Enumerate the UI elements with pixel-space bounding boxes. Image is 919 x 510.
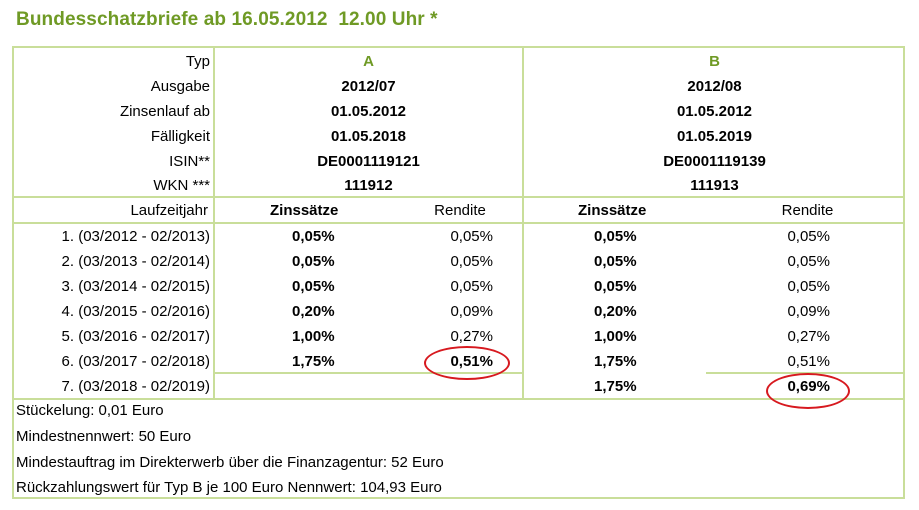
table-row-a-rendite: 0,05% (450, 228, 493, 245)
table-row-laufzeitjahr: 3. (03/2014 - 02/2015) (61, 278, 210, 295)
table-row-b-zinssatz: 0,05% (594, 228, 637, 245)
type-a-value: A (363, 53, 374, 70)
note-line: Rückzahlungswert für Typ B je 100 Euro N… (16, 479, 442, 496)
type-a-value: 111912 (344, 177, 393, 194)
table-row-b-rendite: 0,27% (787, 328, 830, 345)
table-row-b-rendite: 0,05% (787, 253, 830, 270)
table-row-a-rendite: 0,05% (450, 278, 493, 295)
table-row-a-rendite: 0,05% (450, 253, 493, 270)
type-a-value: 2012/07 (341, 78, 396, 95)
column-header-laufzeitjahr: Laufzeitjahr (130, 202, 208, 219)
table-row-a-rendite: 0,09% (450, 303, 493, 320)
page-title: Bundesschatzbriefe ab 16.05.2012 12.00 U… (16, 9, 438, 30)
table-row-b-zinssatz: 1,00% (594, 328, 637, 345)
divider-column-headers (12, 222, 905, 224)
column-header-a-rendite: Rendite (434, 202, 486, 219)
header-label: WKN *** (153, 177, 210, 194)
type-a-value: DE0001119121 (317, 153, 420, 170)
column-header-a-zinssaetze: Zinssätze (270, 202, 339, 219)
bond-table-frame (12, 46, 905, 499)
table-row-laufzeitjahr: 1. (03/2012 - 02/2013) (61, 228, 210, 245)
divider-type-a-end (213, 372, 524, 374)
table-row-laufzeitjahr: 7. (03/2018 - 02/2019) (61, 378, 210, 395)
table-row-laufzeitjahr: 6. (03/2017 - 02/2018) (61, 353, 210, 370)
table-row-a-zinssatz: 1,75% (292, 353, 335, 370)
table-row-a-zinssatz: 1,00% (292, 328, 335, 345)
table-row-laufzeitjahr: 5. (03/2016 - 02/2017) (61, 328, 210, 345)
note-line: Mindestnennwert: 50 Euro (16, 428, 192, 445)
table-row-b-rendite: 0,05% (787, 278, 830, 295)
header-label: ISIN** (169, 153, 210, 170)
table-row-b-zinssatz: 0,05% (594, 253, 637, 270)
table-row-b-rendite: 0,51% (787, 353, 830, 370)
divider-notes (12, 398, 905, 400)
header-label: Zinsenlauf ab (119, 103, 210, 120)
table-row-laufzeitjahr: 2. (03/2013 - 02/2014) (61, 253, 210, 270)
table-row-a-zinssatz: 0,05% (292, 253, 335, 270)
table-row-a-rendite: 0,27% (450, 328, 493, 345)
table-row-a-zinssatz: 0,05% (292, 228, 335, 245)
table-row-b-rendite: 0,09% (787, 303, 830, 320)
highlight-circle-a-rendite (424, 346, 510, 380)
column-header-b-zinssaetze: Zinssätze (578, 202, 647, 219)
type-b-value: 111913 (690, 177, 739, 194)
type-b-value: 01.05.2019 (676, 128, 753, 145)
table-row-b-zinssatz: 0,05% (594, 278, 637, 295)
header-label: Ausgabe (150, 78, 210, 95)
type-b-value: 01.05.2012 (676, 103, 753, 120)
divider-header (12, 196, 905, 198)
type-b-value: 2012/08 (687, 78, 742, 95)
table-row-b-rendite: 0,05% (787, 228, 830, 245)
type-a-value: 01.05.2012 (330, 103, 407, 120)
type-a-value: 01.05.2018 (330, 128, 407, 145)
highlight-circle-b-rendite (766, 373, 850, 409)
table-row-b-zinssatz: 1,75% (594, 378, 637, 395)
header-label: Typ (185, 53, 210, 70)
column-header-b-rendite: Rendite (781, 202, 834, 219)
table-row-a-zinssatz: 0,05% (292, 278, 335, 295)
header-label: Fälligkeit (150, 128, 210, 145)
note-line: Mindestauftrag im Direkterwerb über die … (16, 454, 444, 471)
table-row-a-zinssatz: 0,20% (292, 303, 335, 320)
note-line: Stückelung: 0,01 Euro (16, 402, 164, 419)
table-row-b-zinssatz: 1,75% (594, 353, 637, 370)
type-b-value: DE0001119139 (663, 153, 766, 170)
type-b-value: B (709, 53, 720, 70)
table-row-laufzeitjahr: 4. (03/2015 - 02/2016) (61, 303, 210, 320)
table-row-b-zinssatz: 0,20% (594, 303, 637, 320)
